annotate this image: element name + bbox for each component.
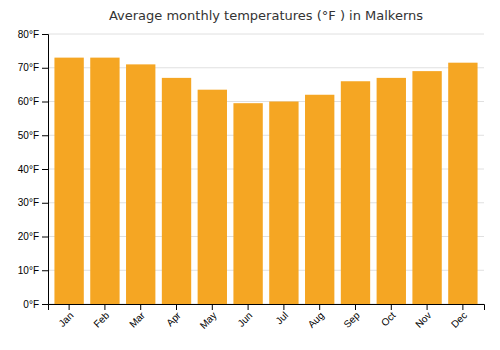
y-tick-label: 60°F [18, 96, 39, 107]
x-axis-line [49, 305, 485, 311]
y-tick-mark [42, 203, 48, 204]
bars [54, 58, 477, 304]
y-tick: 20°F [18, 231, 48, 242]
y-tick-label: 70°F [18, 62, 39, 73]
x-tick-label: May [198, 310, 219, 331]
chart: 0°F 10°F 20°F 30°F 40°F 50°F 60°F 70°F 80°F Jan Fe… [0, 0, 500, 350]
x-tick: Feb [91, 304, 111, 330]
x-tick: Sep [341, 304, 362, 330]
bar [341, 81, 370, 304]
x-tick-label: Mar [127, 309, 147, 329]
x-tick-label: Oct [379, 310, 398, 329]
x-tick: Jul [273, 304, 290, 326]
grid [48, 34, 484, 304]
title: Average monthly temperatures (°F ) in Ma… [109, 8, 423, 23]
y-tick-label: 0°F [23, 299, 39, 310]
x-tick-mark [69, 304, 70, 310]
x-tick-mark [391, 304, 392, 310]
y-axis: 0°F 10°F 20°F 30°F 40°F 50°F 60°F 70°F 80°F [18, 29, 49, 310]
y-tick: 60°F [18, 96, 48, 107]
bar [305, 95, 334, 304]
x-tick-mark [319, 304, 320, 310]
y-tick: 80°F [18, 29, 48, 40]
y-tick-label: 10°F [18, 265, 39, 276]
bar [198, 90, 227, 304]
y-tick-label: 40°F [18, 164, 39, 175]
bar [269, 102, 298, 305]
x-tick: Mar [127, 304, 147, 330]
y-tick-mark [42, 135, 48, 136]
grid-line [48, 34, 484, 35]
x-tick-mark [104, 304, 105, 310]
bar [377, 78, 406, 304]
x-tick-mark [283, 304, 284, 310]
bar [448, 63, 477, 304]
x-tick: Jun [235, 304, 254, 329]
plot: 0°F 10°F 20°F 30°F 40°F 50°F 60°F 70°F 80°F Jan Fe… [18, 29, 485, 331]
y-tick-label: 20°F [18, 231, 39, 242]
y-tick-label: 80°F [18, 29, 39, 40]
bar [90, 58, 119, 304]
bar [412, 71, 441, 304]
x-tick: Oct [379, 304, 398, 328]
bar [126, 64, 155, 304]
x-tick: Aug [306, 304, 326, 330]
x-tick-mark [355, 304, 356, 310]
y-tick-label: 30°F [18, 197, 39, 208]
x-tick-mark [427, 304, 428, 310]
y-axis-line [42, 35, 49, 305]
x-tick-label: Jul [273, 310, 290, 327]
y-tick: 30°F [18, 197, 48, 208]
x-tick-label: Sep [341, 309, 362, 330]
x-tick-mark [176, 304, 177, 310]
y-tick-mark [42, 169, 48, 170]
y-tick-mark [42, 68, 48, 69]
y-tick-label: 50°F [18, 130, 39, 141]
x-tick: May [198, 304, 219, 331]
x-tick-label: Nov [413, 310, 433, 330]
x-tick-mark [248, 304, 249, 310]
x-tick: Nov [413, 304, 433, 330]
bar [233, 103, 262, 304]
x-tick-label: Apr [164, 309, 183, 328]
bar [54, 58, 83, 304]
x-tick-label: Feb [91, 309, 111, 329]
y-tick-mark [42, 270, 48, 271]
y-tick: 70°F [18, 62, 48, 73]
x-tick-label: Dec [449, 310, 469, 330]
x-tick-label: Jan [56, 310, 75, 329]
x-tick-label: Aug [306, 310, 326, 330]
x-tick-mark [462, 304, 463, 310]
x-tick-mark [212, 304, 213, 310]
y-tick-mark [42, 304, 48, 305]
x-tick: Jan [56, 304, 75, 329]
x-tick: Apr [164, 304, 183, 328]
bar [162, 78, 191, 304]
y-tick-mark [42, 237, 48, 238]
y-tick: 40°F [18, 164, 48, 175]
y-tick: 50°F [18, 130, 48, 141]
y-tick-mark [42, 102, 48, 103]
y-tick-mark [42, 34, 48, 35]
x-tick-label: Jun [235, 310, 254, 329]
y-tick: 10°F [18, 265, 48, 276]
y-tick: 0°F [23, 299, 48, 310]
x-tick: Dec [449, 304, 469, 330]
x-axis: Jan Feb Mar Apr May Jun Jul Aug Sep Oct Nov Dec [49, 304, 485, 331]
x-tick-mark [140, 304, 141, 310]
